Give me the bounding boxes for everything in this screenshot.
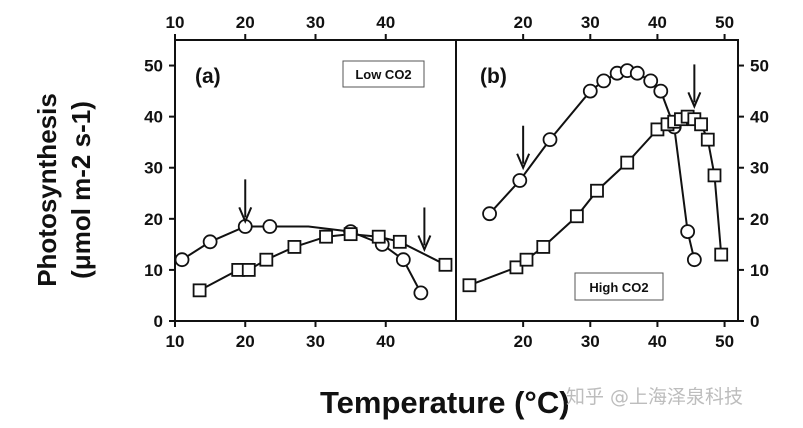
panel-a-condition-box	[342, 60, 425, 88]
watermark: 知乎 @上海泽泉科技	[566, 386, 743, 408]
arrow-head	[238, 206, 253, 224]
panel-a-label: (a)	[195, 65, 221, 88]
circle-point	[512, 173, 528, 188]
series-line	[181, 225, 422, 294]
square-point	[569, 209, 584, 224]
x-tick-label: 30	[306, 332, 325, 351]
x-tick-label-top: 40	[648, 13, 667, 32]
square-point	[462, 278, 477, 293]
x-tick-label-top: 30	[306, 13, 325, 32]
x-tick-label-top: 10	[166, 13, 185, 32]
square-point	[371, 229, 386, 244]
circle-point	[686, 252, 702, 268]
x-tick-label: 10	[166, 332, 185, 351]
x-tick-label: 50	[715, 332, 734, 351]
square-point	[287, 240, 302, 254]
square-point	[259, 252, 274, 267]
circle-point	[482, 206, 497, 222]
circle-point	[653, 83, 669, 99]
x-tick-label: 20	[236, 332, 255, 351]
square-point	[707, 168, 722, 183]
panel-b-label: (b)	[480, 65, 507, 88]
square-point	[620, 155, 635, 170]
square-point	[319, 229, 333, 244]
y-tick-label-right: 0	[750, 312, 759, 331]
x-tick-label: 30	[581, 332, 600, 351]
series-line	[488, 69, 696, 260]
square-point	[241, 263, 256, 277]
circle-point	[174, 252, 190, 268]
y-tick-label: 50	[144, 57, 163, 76]
x-tick-label-top: 40	[376, 13, 395, 32]
y-tick-label: 40	[144, 108, 163, 127]
circle-point	[680, 224, 696, 239]
square-point	[694, 117, 708, 132]
arrow-head	[417, 235, 432, 253]
x-tick-label: 40	[376, 332, 395, 351]
y-tick-label-right: 10	[750, 261, 769, 280]
x-tick-label: 40	[648, 332, 667, 351]
y-tick-label: 20	[144, 210, 163, 229]
x-tick-label-top: 20	[514, 13, 533, 32]
square-point	[700, 132, 715, 147]
circle-point	[542, 132, 558, 148]
circle-point	[596, 73, 612, 89]
y-tick-label-right: 40	[750, 108, 769, 127]
panel-a-condition-label: Low CO2	[355, 67, 411, 82]
y-tick-label-right: 30	[750, 159, 769, 178]
square-point	[509, 260, 524, 275]
x-tick-label-top: 50	[715, 13, 734, 32]
square-point	[519, 252, 534, 267]
circle-point	[395, 252, 411, 268]
panel-b-condition-label: High CO2	[589, 280, 648, 295]
arrow-head	[687, 92, 702, 109]
y-axis-units: (μmol m-2 s-1)	[66, 101, 96, 279]
square-point	[343, 227, 358, 242]
circle-point	[262, 219, 278, 234]
arrow-head	[516, 153, 531, 171]
circle-point	[413, 285, 429, 301]
square-point	[536, 240, 551, 254]
x-axis-title: Temperature (°C)	[320, 385, 570, 420]
square-point	[392, 234, 407, 249]
y-tick-label-right: 20	[750, 210, 769, 229]
y-tick-label: 0	[154, 312, 163, 331]
square-point	[714, 247, 729, 262]
square-point	[192, 283, 207, 298]
x-tick-label: 20	[514, 332, 533, 351]
y-axis-title: Photosynthesis	[32, 93, 62, 287]
square-point	[590, 183, 604, 198]
panel-b-condition-box	[574, 272, 664, 301]
circle-point	[643, 73, 659, 89]
square-point	[438, 257, 453, 272]
y-tick-label-right: 50	[750, 57, 769, 76]
plot-frame	[455, 39, 739, 322]
y-tick-label: 30	[144, 159, 163, 178]
circle-point	[582, 83, 598, 99]
x-tick-label-top: 30	[581, 13, 600, 32]
circle-point	[202, 234, 218, 250]
x-tick-label-top: 20	[236, 13, 255, 32]
panel-b: 20 20 30 30 40 40 50 50 0 10 20 30 40 50	[455, 13, 769, 351]
y-tick-label: 10	[144, 261, 163, 280]
circle-point	[629, 65, 645, 81]
